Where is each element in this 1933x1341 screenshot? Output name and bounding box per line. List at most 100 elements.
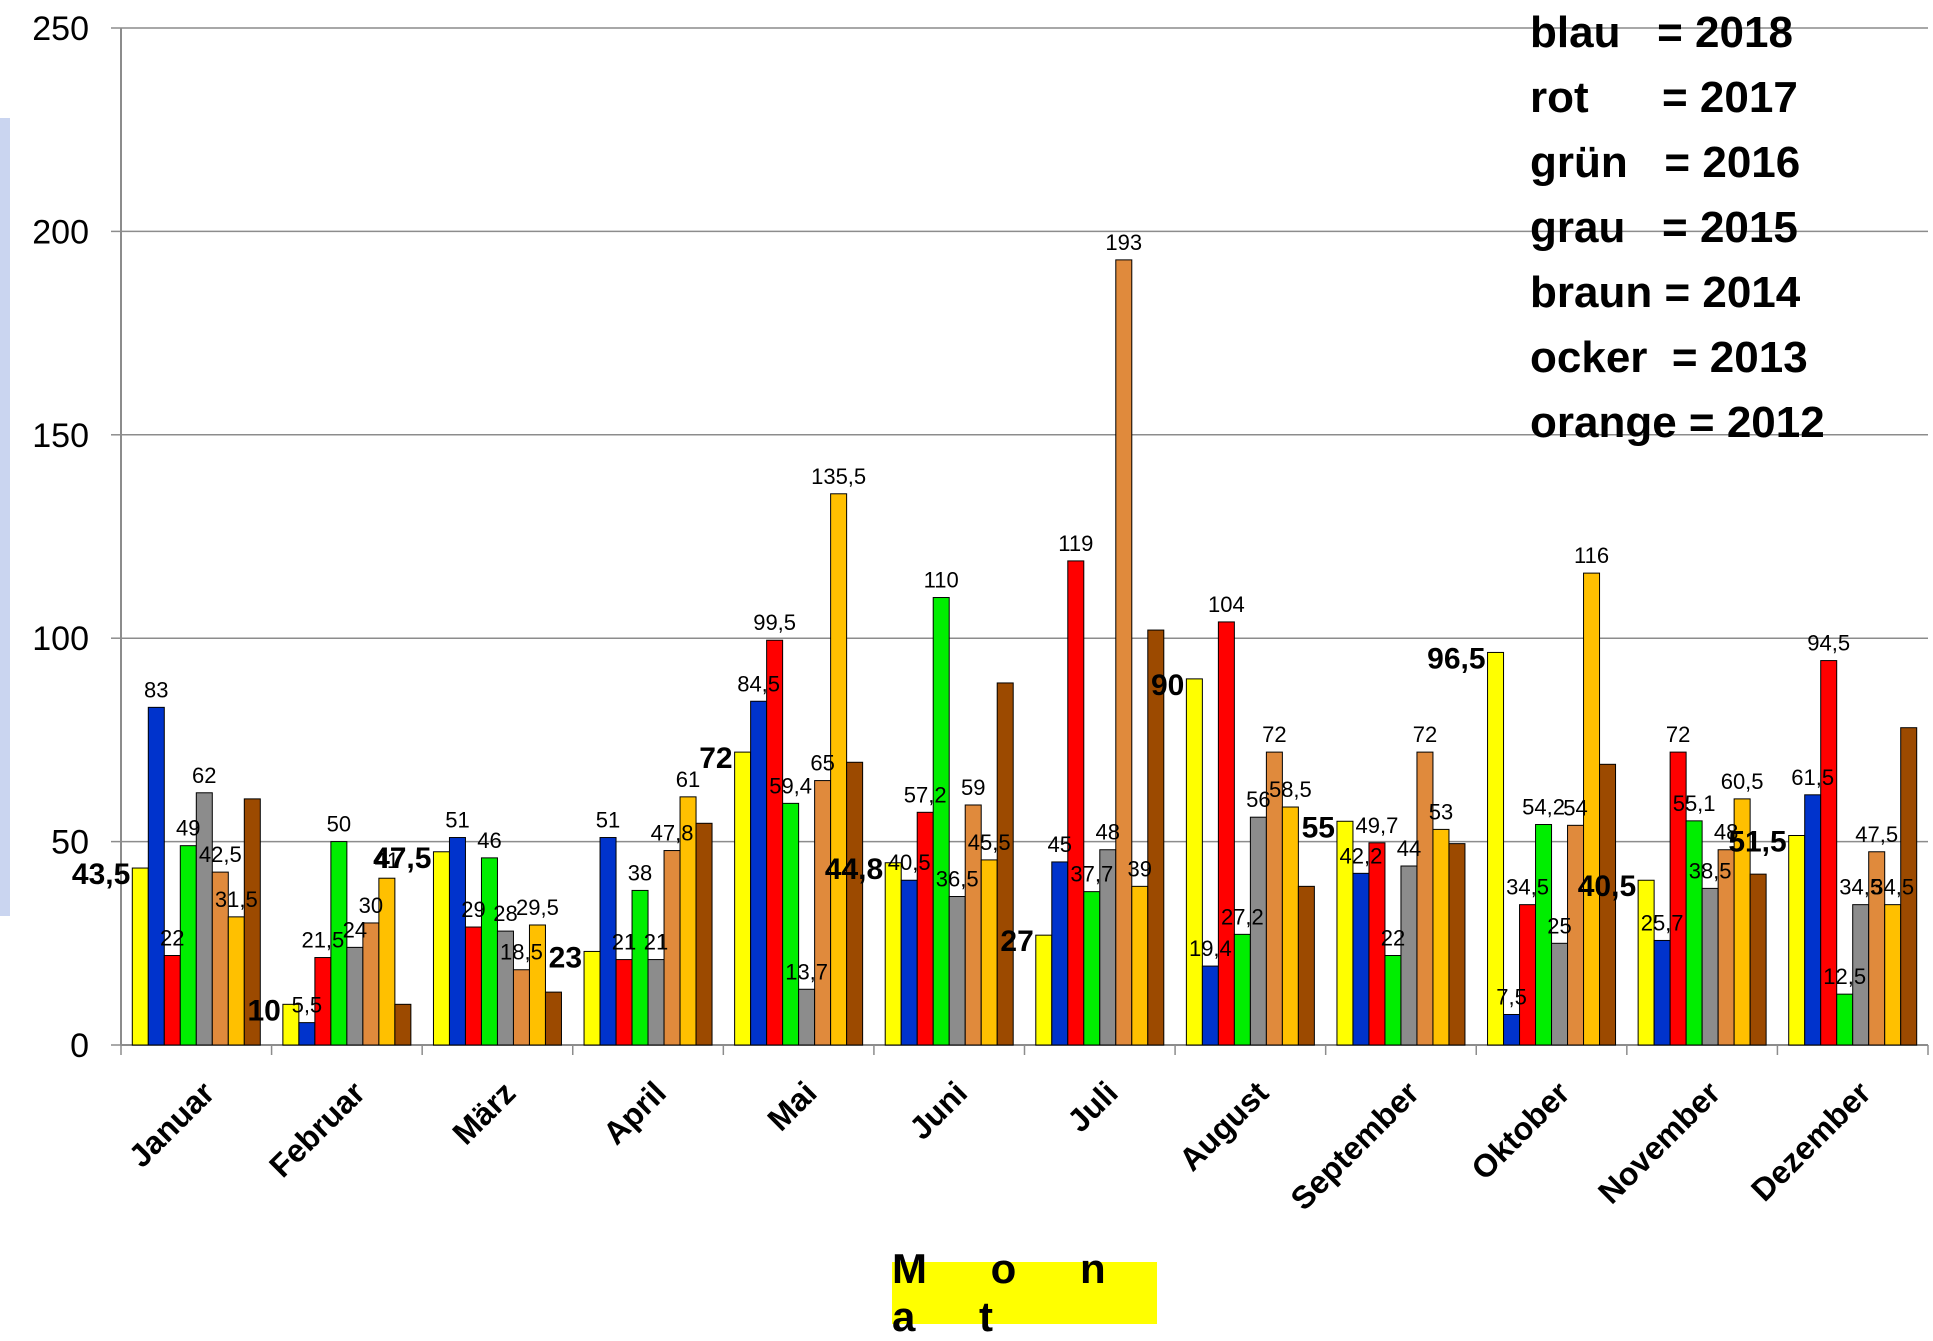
bar — [996, 682, 1014, 1046]
data-label: 40,5 — [888, 850, 931, 875]
data-label: 51 — [445, 808, 469, 833]
bar — [932, 597, 950, 1046]
data-label: 25,7 — [1641, 910, 1684, 935]
data-label: 12,5 — [1823, 964, 1866, 989]
data-label: 50 — [327, 812, 351, 837]
data-label: 10 — [248, 994, 281, 1027]
bar — [1788, 834, 1806, 1046]
data-label: 55,1 — [1673, 791, 1716, 816]
data-label: 96,5 — [1427, 642, 1485, 675]
bar — [631, 889, 649, 1046]
x-tick-label: August — [1172, 1074, 1276, 1178]
bar — [1035, 934, 1053, 1046]
data-label: 72 — [699, 742, 732, 775]
bar — [1487, 651, 1505, 1046]
data-label: 34,5 — [1871, 875, 1914, 900]
bar — [1749, 873, 1767, 1046]
x-tick-label: Dezember — [1744, 1074, 1878, 1208]
bar — [583, 950, 601, 1046]
bar — [1115, 259, 1133, 1046]
bar — [1201, 965, 1219, 1046]
data-label: 119 — [1058, 531, 1093, 556]
data-label: 42,5 — [199, 842, 242, 867]
data-label: 54 — [1563, 795, 1587, 820]
bar — [1147, 629, 1165, 1046]
legend: blau = 2018 rot = 2017 grün = 2016 grau … — [1530, 0, 1825, 455]
bar — [1384, 955, 1402, 1046]
bar — [916, 811, 934, 1046]
bar — [695, 822, 713, 1046]
bar — [394, 1003, 412, 1046]
bar — [1701, 887, 1719, 1046]
bar — [298, 1022, 316, 1046]
data-label: 23 — [549, 941, 582, 974]
data-label: 19,4 — [1189, 936, 1232, 961]
data-label: 135,5 — [811, 464, 866, 489]
data-label: 45,5 — [968, 830, 1011, 855]
data-label: 44 — [1397, 836, 1421, 861]
legend-entry-2018: blau = 2018 — [1530, 8, 1793, 57]
bar — [448, 837, 466, 1046]
bar — [1599, 763, 1617, 1046]
x-tick-label: März — [445, 1074, 522, 1151]
data-label: 21 — [612, 930, 636, 955]
bar — [798, 988, 816, 1046]
bar — [1448, 843, 1466, 1046]
data-label: 37,7 — [1070, 862, 1113, 887]
bar — [1836, 993, 1854, 1046]
bar — [227, 916, 245, 1046]
bar — [980, 859, 998, 1046]
legend-entry-2014: braun = 2014 — [1530, 268, 1801, 317]
bar — [1519, 904, 1537, 1046]
bar — [243, 798, 261, 1046]
y-tick-label: 200 — [32, 213, 89, 251]
bar — [782, 802, 800, 1046]
bar — [766, 639, 784, 1046]
bar — [900, 879, 918, 1046]
data-label: 62 — [192, 763, 216, 788]
y-tick-label: 0 — [70, 1027, 89, 1065]
side-panel — [0, 118, 10, 916]
bar — [1820, 660, 1838, 1046]
bar — [1217, 621, 1235, 1046]
bar — [1083, 891, 1101, 1046]
data-label: 45 — [1048, 832, 1072, 857]
data-label: 49 — [176, 816, 200, 841]
y-tick-label: 100 — [32, 620, 89, 658]
legend-entry-2016: grün = 2016 — [1530, 138, 1801, 187]
bar — [1368, 842, 1386, 1046]
data-label: 54,2 — [1522, 795, 1565, 820]
data-label: 90 — [1151, 669, 1184, 702]
data-label: 61 — [676, 767, 700, 792]
data-label: 110 — [924, 568, 959, 593]
data-label: 61,5 — [1791, 765, 1834, 790]
data-label: 58,5 — [1269, 777, 1312, 802]
data-label: 51,5 — [1728, 825, 1786, 858]
bar — [884, 862, 902, 1046]
bar — [480, 857, 498, 1046]
data-label: 104 — [1208, 592, 1245, 617]
data-label: 48 — [1096, 820, 1120, 845]
data-label: 55 — [1302, 811, 1335, 844]
legend-entry-2017: rot = 2017 — [1530, 73, 1798, 122]
data-label: 38,5 — [1689, 858, 1732, 883]
bar — [512, 969, 530, 1046]
data-label: 94,5 — [1807, 631, 1850, 656]
data-label: 39 — [1128, 856, 1152, 881]
bar — [1249, 816, 1267, 1046]
data-label: 24 — [343, 917, 367, 942]
bar — [1637, 879, 1655, 1046]
data-label: 65 — [810, 751, 834, 776]
bar — [1131, 885, 1149, 1046]
data-label: 38 — [628, 860, 652, 885]
bar — [734, 751, 752, 1046]
bar — [131, 867, 149, 1046]
bar — [1884, 904, 1902, 1046]
bar — [1416, 751, 1434, 1046]
data-label: 72 — [1666, 722, 1690, 747]
bar — [330, 841, 348, 1046]
bar — [1503, 1013, 1521, 1046]
bar — [528, 924, 546, 1046]
data-label: 31,5 — [215, 887, 258, 912]
